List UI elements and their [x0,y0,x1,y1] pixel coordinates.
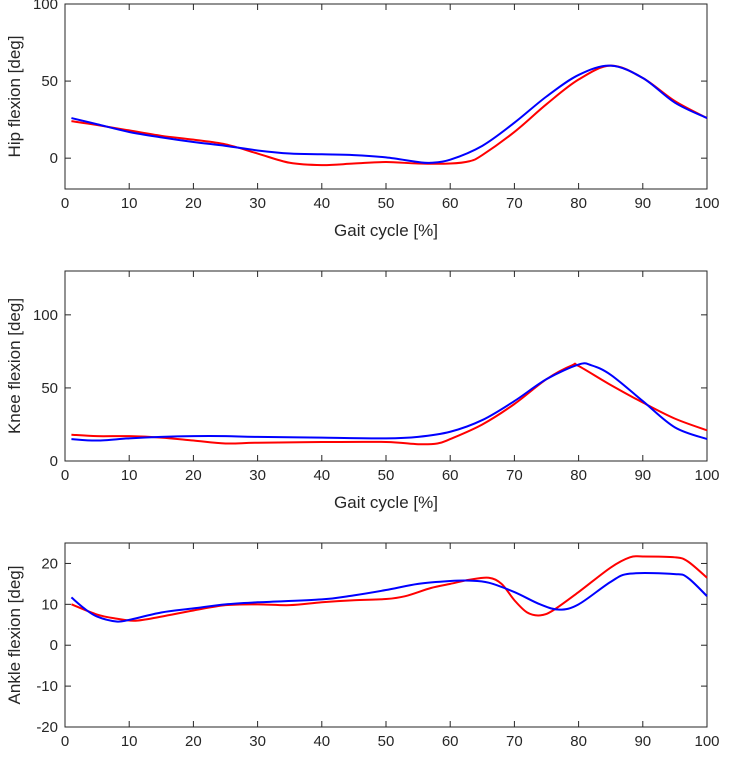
x-tick-label: 60 [442,467,459,484]
series-line-red [71,362,708,446]
x-tick-label: 10 [121,733,138,750]
series-line-blue [71,362,708,442]
x-tick-label: 0 [61,467,69,484]
x-tick-label: 10 [121,467,138,484]
y-axis-label: Ankle flexion [deg] [5,566,24,705]
subplot-3: 0 10 20 30 40 50 60 70 80 90 100 -20 -10 0 10 20 Ankle f… [5,542,720,750]
y-tick-label: 100 [33,0,58,13]
x-tick-label: 0 [61,733,69,750]
x-tick-label: 70 [506,467,523,484]
x-tick-label: 20 [185,733,202,750]
x-tick-label: 40 [313,195,330,212]
x-tick-label: 10 [121,195,138,212]
axes-box [64,270,708,462]
y-tick-label: 10 [41,596,58,613]
x-tick-label: 50 [378,195,395,212]
x-tick-label: 30 [249,467,266,484]
x-tick-label: 90 [634,467,651,484]
series-line-red [71,64,708,167]
series-line-blue [70,572,708,623]
x-tick-label: 90 [634,733,651,750]
x-tick-label: 20 [185,195,202,212]
x-axis-label: Gait cycle [%] [334,221,438,240]
y-tick-label: 0 [50,150,58,167]
y-tick-label: -20 [36,719,58,736]
x-tick-label: 30 [249,733,266,750]
y-tick-label: 20 [41,555,58,572]
x-tick-label: 80 [570,467,587,484]
x-tick-label: 100 [694,467,719,484]
x-tick-label: 90 [634,195,651,212]
x-tick-label: 40 [313,733,330,750]
x-tick-label: 70 [506,195,523,212]
y-tick-label: 100 [33,307,58,324]
subplot-2: 0 10 20 30 40 50 60 70 80 90 100 0 50 100 Gait cycle [… [5,270,720,512]
y-tick-label: 0 [50,453,58,470]
x-tick-label: 60 [442,733,459,750]
axes-box [64,542,708,728]
x-tick-label: 30 [249,195,266,212]
y-tick-label: 0 [50,637,58,654]
y-tick-label: 50 [41,380,58,397]
series-line-red [71,555,708,622]
x-tick-label: 80 [570,733,587,750]
x-tick-label: 70 [506,733,523,750]
x-tick-label: 100 [694,733,719,750]
y-tick-label: -10 [36,678,58,695]
x-tick-label: 20 [185,467,202,484]
subplot-1: 0 10 20 30 40 50 60 70 80 90 100 0 50 100 Gait cycle [… [5,0,720,240]
series-line-blue [71,64,708,164]
x-tick-label: 50 [378,467,395,484]
x-tick-label: 60 [442,195,459,212]
x-tick-label: 80 [570,195,587,212]
x-tick-label: 100 [694,195,719,212]
y-axis-label: Knee flexion [deg] [5,298,24,434]
x-tick-label: 50 [378,733,395,750]
y-axis-label: Hip flexion [deg] [5,36,24,158]
x-axis-label: Gait cycle [%] [334,493,438,512]
y-tick-label: 50 [41,73,58,90]
x-tick-label: 0 [61,195,69,212]
x-tick-label: 40 [313,467,330,484]
